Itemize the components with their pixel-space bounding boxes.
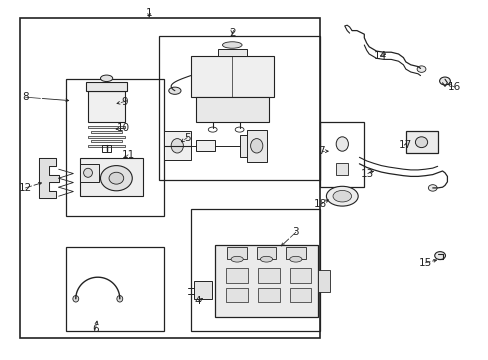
Bar <box>86 82 127 91</box>
Bar <box>80 164 99 182</box>
Bar <box>289 288 311 302</box>
Bar <box>289 268 311 283</box>
Bar <box>80 158 143 196</box>
Text: 3: 3 <box>292 227 299 237</box>
Bar <box>246 130 266 162</box>
Ellipse shape <box>235 127 244 132</box>
Ellipse shape <box>289 256 302 262</box>
Bar <box>190 209 320 331</box>
Text: 18: 18 <box>313 199 326 210</box>
Bar <box>88 145 125 147</box>
Bar <box>88 136 125 138</box>
Polygon shape <box>39 158 59 198</box>
Bar <box>88 91 125 122</box>
Ellipse shape <box>101 166 132 191</box>
Text: 16: 16 <box>447 82 461 92</box>
Text: 15: 15 <box>418 258 431 268</box>
Bar <box>258 268 279 283</box>
Bar <box>215 245 317 317</box>
Ellipse shape <box>222 42 242 48</box>
Ellipse shape <box>73 296 79 302</box>
Bar <box>405 131 437 153</box>
Bar <box>285 247 305 259</box>
Text: 1: 1 <box>145 8 152 18</box>
Text: 13: 13 <box>360 168 374 179</box>
Bar <box>239 135 249 157</box>
Ellipse shape <box>416 66 425 72</box>
Bar <box>195 97 268 122</box>
Text: 14: 14 <box>373 51 386 61</box>
Bar <box>163 131 190 160</box>
Bar <box>194 281 211 299</box>
Bar <box>258 288 279 302</box>
Ellipse shape <box>427 185 436 191</box>
Bar <box>91 140 122 143</box>
Bar <box>256 247 276 259</box>
Text: 11: 11 <box>121 150 135 160</box>
Ellipse shape <box>231 256 243 262</box>
Text: 6: 6 <box>92 324 99 334</box>
Ellipse shape <box>208 127 217 132</box>
Ellipse shape <box>101 75 112 82</box>
Ellipse shape <box>109 172 123 184</box>
Ellipse shape <box>171 139 183 153</box>
Ellipse shape <box>439 77 449 85</box>
Ellipse shape <box>83 168 92 177</box>
Text: 12: 12 <box>19 183 32 193</box>
Bar <box>159 36 320 180</box>
Text: 9: 9 <box>121 96 128 107</box>
Bar <box>195 140 215 151</box>
Ellipse shape <box>415 137 427 148</box>
Text: 17: 17 <box>398 140 412 150</box>
Bar <box>66 79 163 216</box>
Ellipse shape <box>336 137 347 151</box>
Bar <box>217 49 246 56</box>
Text: 2: 2 <box>228 28 235 38</box>
Bar <box>66 247 163 331</box>
Bar <box>227 247 246 259</box>
Text: 5: 5 <box>183 132 190 143</box>
Text: 4: 4 <box>194 296 201 306</box>
Ellipse shape <box>117 296 122 302</box>
Bar <box>102 145 111 152</box>
Bar <box>317 270 329 292</box>
Ellipse shape <box>434 252 445 260</box>
Bar <box>226 288 247 302</box>
Ellipse shape <box>326 186 357 206</box>
Text: 10: 10 <box>117 123 129 133</box>
Bar <box>88 126 125 129</box>
Text: 7: 7 <box>318 146 325 156</box>
Bar <box>320 122 364 187</box>
Ellipse shape <box>260 256 272 262</box>
Bar <box>91 131 122 133</box>
Ellipse shape <box>250 139 263 153</box>
Bar <box>20 18 320 338</box>
Ellipse shape <box>168 87 181 94</box>
Bar <box>336 163 347 175</box>
Bar <box>190 56 273 97</box>
Ellipse shape <box>332 190 351 202</box>
Text: 8: 8 <box>22 92 29 102</box>
Bar <box>226 268 247 283</box>
